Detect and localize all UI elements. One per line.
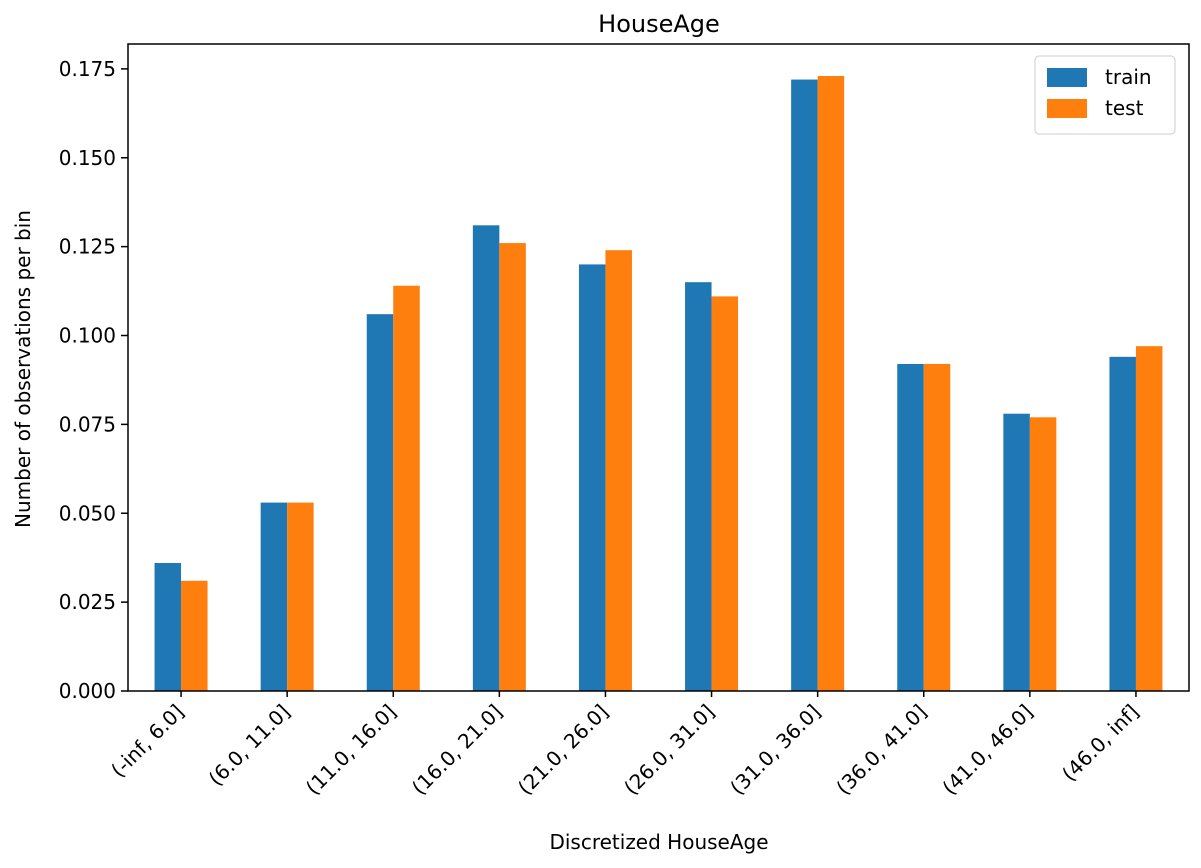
x-tick-label: (31.0, 36.0]	[725, 700, 825, 800]
bar-train-1	[260, 502, 288, 691]
x-tick-label: (26.0, 31.0]	[619, 700, 719, 800]
x-tick-label: (6.0, 11.0]	[204, 700, 295, 791]
x-tick-label: (36.0, 41.0]	[831, 700, 931, 800]
bar-train-4	[578, 264, 606, 691]
y-axis-label: Number of observations per bin	[11, 210, 35, 528]
bar-train-6	[791, 79, 818, 692]
legend-label-train: train	[1105, 65, 1152, 89]
y-tick-label: 0.025	[59, 590, 116, 614]
chart-title: HouseAge	[598, 10, 720, 38]
bar-train-0	[154, 563, 182, 691]
bar-test-8	[1029, 417, 1057, 691]
legend-swatch-train	[1047, 68, 1087, 87]
x-tick-label: (16.0, 21.0]	[407, 700, 507, 800]
y-tick-label: 0.000	[59, 679, 116, 703]
legend: train test	[1034, 55, 1176, 135]
plot-area	[154, 75, 1163, 692]
bar-train-7	[897, 363, 924, 691]
legend-label-test: test	[1105, 96, 1144, 120]
x-axis-label: Discretized HouseAge	[549, 830, 768, 854]
x-tick-label: (-inf, 6.0]	[106, 700, 188, 782]
bar-test-6	[817, 75, 845, 691]
bar-test-2	[393, 285, 420, 691]
bar-test-5	[711, 296, 739, 691]
bar-train-5	[685, 282, 712, 691]
x-tick-label: (46.0, inf]	[1057, 700, 1143, 786]
bar-train-9	[1109, 356, 1136, 691]
y-tick-label: 0.175	[59, 57, 116, 81]
bar-test-4	[605, 250, 632, 691]
bar-test-1	[287, 502, 314, 691]
bar-test-9	[1135, 346, 1163, 691]
bar-test-7	[923, 363, 951, 691]
bar-train-2	[366, 314, 394, 691]
bar-test-0	[181, 580, 208, 691]
bar-train-8	[1003, 413, 1030, 691]
bar-train-3	[472, 225, 500, 692]
plot-frame	[127, 43, 1190, 692]
x-tick-label: (41.0, 46.0]	[937, 700, 1037, 800]
y-tick-label: 0.150	[59, 146, 116, 170]
x-tick-label: (21.0, 26.0]	[513, 700, 613, 800]
y-tick-label: 0.050	[59, 501, 116, 525]
y-tick-label: 0.075	[59, 412, 116, 436]
x-tick-label: (11.0, 16.0]	[301, 700, 401, 800]
bar-test-3	[499, 243, 526, 692]
y-tick-label: 0.100	[59, 324, 116, 348]
legend-swatch-test	[1047, 99, 1087, 118]
y-tick-label: 0.125	[59, 235, 116, 259]
